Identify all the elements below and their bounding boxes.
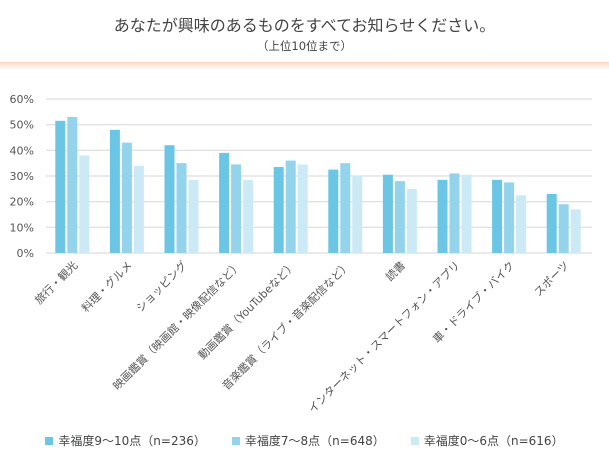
legend-swatch xyxy=(231,436,240,445)
bar xyxy=(352,176,363,253)
bar xyxy=(449,173,460,253)
bar xyxy=(492,179,503,253)
bar xyxy=(558,204,569,253)
y-tick-label: 40% xyxy=(10,144,34,157)
x-tick-label: 読書 xyxy=(383,258,408,283)
page-subtitle: （上位10位まで） xyxy=(256,39,353,53)
bar xyxy=(394,181,405,253)
bar xyxy=(285,160,296,253)
bar xyxy=(406,188,417,253)
bar xyxy=(176,163,187,253)
y-tick-label: 10% xyxy=(10,221,34,234)
bar xyxy=(109,129,120,253)
y-tick-label: 20% xyxy=(10,196,34,209)
y-tick-label: 60% xyxy=(10,93,34,106)
bar xyxy=(504,182,515,253)
y-tick-label: 50% xyxy=(10,119,34,132)
bar-chart: 0%10%20%30%40%50%60%旅行・観光料理・グルメショッピング映画鑑… xyxy=(10,93,592,416)
bar xyxy=(164,145,175,253)
bar xyxy=(382,174,393,253)
x-tick-label: 動画鑑賞（YouTubeなど） xyxy=(195,258,299,362)
legend-item: 幸福度9〜10点（n=236） xyxy=(45,432,206,449)
page-title: あなたが興味のあるものをすべてお知らせください。 xyxy=(113,16,496,35)
bar xyxy=(79,155,90,253)
bar xyxy=(133,165,144,253)
bar xyxy=(231,164,242,253)
bar xyxy=(67,116,78,253)
bar xyxy=(546,193,557,253)
x-tick-label: ショッピング xyxy=(133,258,190,315)
bar xyxy=(188,179,199,253)
x-tick-label: 料理・グルメ xyxy=(78,258,135,315)
y-tick-label: 0% xyxy=(17,247,34,260)
bar xyxy=(340,163,351,253)
legend: 幸福度9〜10点（n=236） 幸福度7〜8点（n=648） 幸福度0〜6点（n=6… xyxy=(0,432,609,449)
legend-item: 幸福度0〜6点（n=616） xyxy=(410,432,564,449)
bar xyxy=(273,167,284,253)
bar xyxy=(297,164,308,253)
legend-label: 幸福度9〜10点（n=236） xyxy=(58,434,206,448)
legend-label: 幸福度7〜8点（n=648） xyxy=(244,434,385,448)
header: あなたが興味のあるものをすべてお知らせください。 （上位10位まで） xyxy=(0,0,609,62)
bar xyxy=(437,179,448,253)
x-tick-label: スポーツ xyxy=(532,259,572,299)
header-band xyxy=(0,62,609,70)
bar xyxy=(328,169,339,253)
bar xyxy=(243,179,254,253)
legend-swatch xyxy=(45,436,54,445)
bar xyxy=(461,174,472,253)
bar xyxy=(121,142,132,253)
x-tick-label: 旅行・観光 xyxy=(32,258,81,307)
y-tick-label: 30% xyxy=(10,170,34,183)
legend-label: 幸福度0〜6点（n=616） xyxy=(423,434,564,448)
bar xyxy=(55,120,66,253)
bar xyxy=(219,152,230,253)
legend-swatch xyxy=(410,436,419,445)
bar xyxy=(516,195,527,253)
legend-item: 幸福度7〜8点（n=648） xyxy=(231,432,385,449)
bar xyxy=(570,209,581,253)
